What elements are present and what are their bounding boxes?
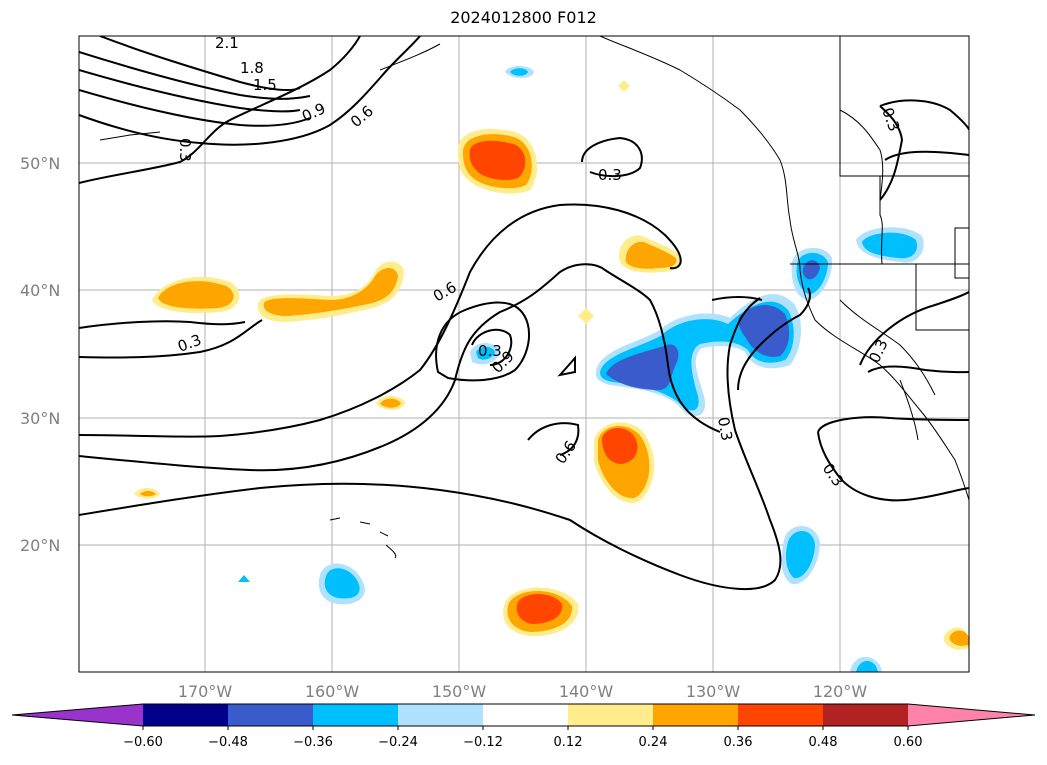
colorbar-extend-right	[908, 704, 1035, 726]
contour-label: 0.3	[176, 138, 194, 162]
latitude-labels: 50°N 40°N 30°N 20°N	[20, 154, 60, 555]
contour-label: 1.8	[240, 59, 264, 77]
colorbar-tick-label: 0.48	[809, 735, 838, 750]
colorbar-tick-label: −0.12	[463, 735, 503, 750]
colorbar-segment	[228, 704, 314, 726]
colorbar-segment	[568, 704, 654, 726]
colorbar-tick-label: 0.12	[554, 735, 583, 750]
contour-label: 0.3	[478, 342, 502, 360]
lon-label: 130°W	[686, 682, 741, 701]
contour-label: 0.3	[819, 460, 847, 490]
positive-anomaly-fills	[134, 80, 969, 650]
contour-label: 0.3	[865, 336, 891, 365]
colorbar-tick-label: −0.24	[378, 735, 418, 750]
contour-label: 0.9	[299, 99, 328, 125]
lon-label: 170°W	[178, 682, 233, 701]
map-frame	[78, 35, 970, 673]
colorbar-tick-label: −0.48	[208, 735, 248, 750]
lat-label: 40°N	[20, 281, 60, 300]
colorbar-tick-label: 0.60	[894, 735, 923, 750]
contour-label: 0.6	[430, 278, 460, 306]
colorbar-segment	[483, 704, 569, 726]
lat-label: 20°N	[20, 536, 60, 555]
contour-label: 2.1	[215, 34, 239, 52]
lat-label: 30°N	[20, 409, 60, 428]
colorbar: −0.60 −0.48 −0.36 −0.24 −0.12 0.12 0.24 0.36 0.4…	[11, 703, 1036, 750]
lon-label: 120°W	[813, 682, 868, 701]
colorbar-segment	[143, 704, 229, 726]
colorbar-segment	[653, 704, 739, 726]
contour-label: 0.3	[598, 166, 622, 184]
contour-labels: 2.1 1.8 1.5 0.9 0.6 0.3 0.3 0.3 0.6 0.3 …	[175, 34, 891, 490]
contour-label: 0.3	[714, 416, 736, 443]
gridlines	[79, 36, 969, 672]
colorbar-segment	[398, 704, 484, 726]
contour-label: 0.6	[347, 102, 377, 131]
lon-label: 150°W	[432, 682, 487, 701]
negative-anomaly-fills	[238, 66, 924, 672]
colorbar-extend-left	[12, 704, 143, 726]
lon-label: 160°W	[305, 682, 360, 701]
colorbar-segment	[738, 704, 824, 726]
map-area	[79, 36, 969, 672]
contour-lines	[79, 36, 969, 590]
colorbar-tick-label: 0.36	[724, 735, 753, 750]
lat-label: 50°N	[20, 154, 60, 173]
colorbar-tick-label: −0.60	[123, 735, 163, 750]
lon-label: 140°W	[559, 682, 614, 701]
colorbar-tick-label: 0.24	[639, 735, 668, 750]
map-title: 2024012800 F012	[450, 8, 597, 27]
longitude-labels: 170°W 160°W 150°W 140°W 130°W 120°W	[178, 682, 868, 701]
colorbar-segment	[313, 704, 399, 726]
contour-label: 1.5	[253, 76, 277, 94]
colorbar-segment	[823, 704, 909, 726]
colorbar-tick-label: −0.36	[293, 735, 333, 750]
